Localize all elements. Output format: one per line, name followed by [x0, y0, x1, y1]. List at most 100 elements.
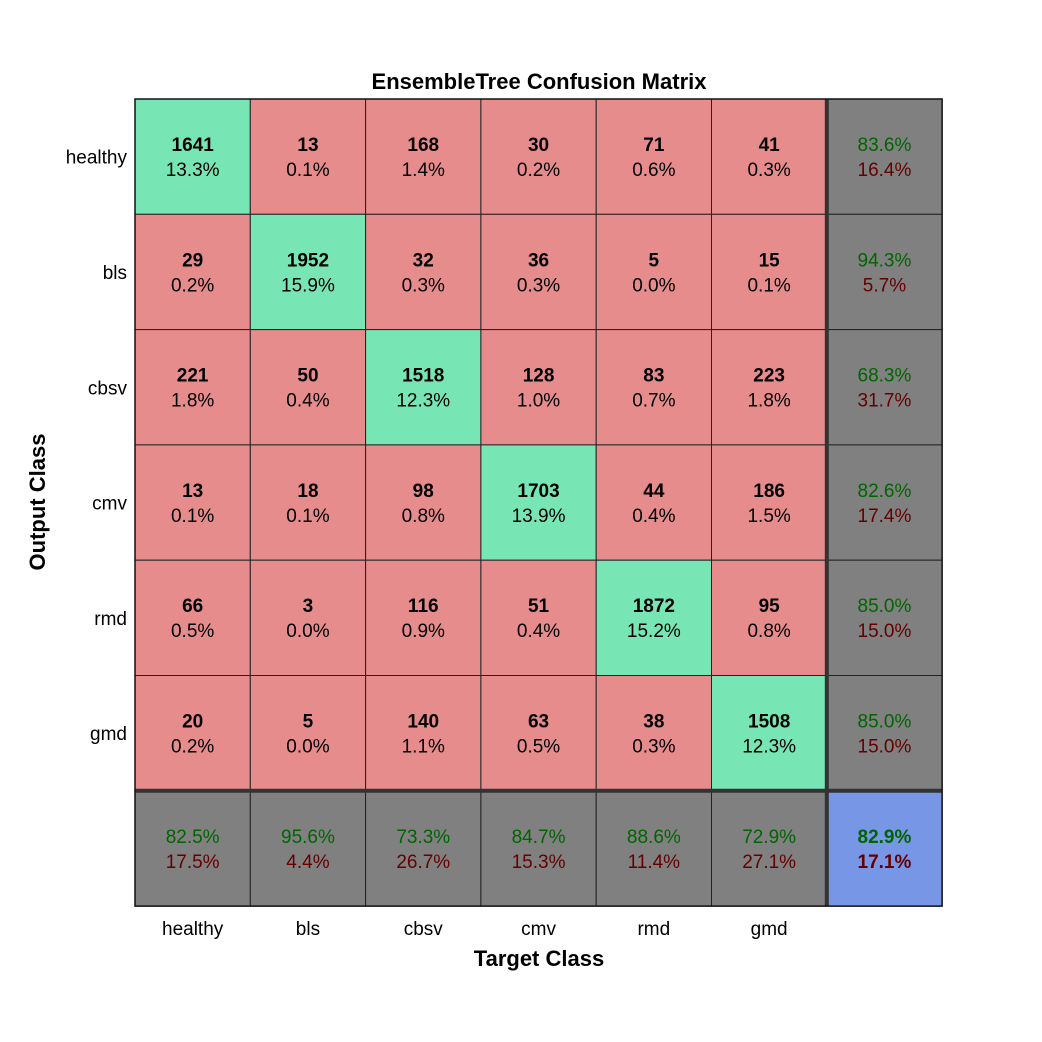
correct-rate: 88.6% [627, 827, 681, 848]
cell-percent: 0.4% [632, 506, 675, 527]
cell-count: 63 [528, 712, 549, 733]
error-rate: 5.7% [863, 275, 906, 296]
cell-background [595, 675, 713, 792]
diagonal-cell: 1952 15.9% [249, 213, 367, 331]
offdiagonal-cell: 13 0.1% [249, 98, 367, 215]
diagonal-cell: 1703 13.9% [480, 444, 597, 561]
cell-percent: 0.3% [632, 737, 675, 758]
offdiagonal-cell: 95 0.8% [711, 559, 828, 677]
error-rate: 26.7% [396, 852, 450, 873]
correct-rate: 85.0% [858, 712, 912, 733]
cell-count: 50 [297, 366, 318, 387]
row-summary-cell: 83.6% 16.4% [826, 98, 943, 215]
cell-background [711, 213, 828, 331]
x-tick-label: gmd [751, 919, 788, 940]
cell-count: 223 [753, 366, 785, 387]
cell-count: 5 [303, 712, 314, 733]
error-rate: 4.4% [286, 852, 329, 873]
cell-percent: 0.0% [286, 737, 329, 758]
cell-background [249, 213, 367, 331]
correct-rate: 82.9% [858, 827, 912, 848]
cell-background [365, 213, 482, 331]
offdiagonal-cell: 5 0.0% [595, 213, 713, 331]
correct-rate: 94.3% [858, 250, 912, 271]
cell-percent: 1.5% [747, 506, 790, 527]
cell-percent: 0.1% [171, 506, 214, 527]
cell-percent: 0.8% [747, 621, 790, 642]
cell-percent: 0.0% [632, 275, 675, 296]
x-tick-label: cbsv [404, 919, 444, 940]
cell-count: 41 [759, 135, 781, 156]
column-summary-cell: 82.5% 17.5% [134, 790, 251, 907]
x-tick-label: healthy [162, 919, 224, 940]
correct-rate: 84.7% [512, 827, 566, 848]
x-tick-label: bls [296, 919, 320, 940]
offdiagonal-cell: 50 0.4% [249, 329, 367, 446]
cell-count: 44 [643, 481, 665, 502]
cell-count: 38 [643, 712, 664, 733]
cell-background [249, 790, 367, 907]
cell-background [480, 444, 597, 561]
cell-percent: 0.9% [402, 621, 445, 642]
offdiagonal-cell: 29 0.2% [134, 213, 251, 331]
column-summary-cell: 95.6% 4.4% [249, 790, 367, 907]
cell-percent: 0.8% [402, 506, 445, 527]
offdiagonal-cell: 51 0.4% [480, 559, 597, 677]
cell-percent: 0.7% [632, 391, 675, 412]
cell-background [595, 444, 713, 561]
cell-percent: 0.4% [517, 621, 560, 642]
cell-percent: 1.1% [402, 737, 445, 758]
cell-count: 98 [413, 481, 434, 502]
cell-percent: 1.8% [747, 391, 790, 412]
cell-percent: 0.1% [286, 506, 329, 527]
offdiagonal-cell: 83 0.7% [595, 329, 713, 446]
cell-percent: 0.5% [171, 621, 214, 642]
cell-percent: 0.2% [517, 160, 560, 181]
cell-background [480, 675, 597, 792]
cell-count: 13 [182, 481, 203, 502]
cell-background [826, 559, 943, 677]
cell-background [134, 790, 251, 907]
row-summary-cell: 94.3% 5.7% [826, 213, 943, 331]
diagonal-cell: 1872 15.2% [595, 559, 713, 677]
error-rate: 11.4% [628, 852, 681, 873]
cell-background [249, 444, 367, 561]
cell-background [249, 675, 367, 792]
row-summary-cell: 85.0% 15.0% [826, 559, 943, 677]
cell-background [711, 329, 828, 446]
error-rate: 15.0% [858, 621, 912, 642]
cell-percent: 0.1% [286, 160, 329, 181]
column-summary-cell: 84.7% 15.3% [480, 790, 597, 907]
cell-percent: 0.2% [171, 275, 214, 296]
row-summary-cell: 68.3% 31.7% [826, 329, 943, 446]
offdiagonal-cell: 98 0.8% [365, 444, 482, 561]
cell-count: 95 [759, 596, 781, 617]
cell-percent: 12.3% [742, 737, 796, 758]
x-axis-label: Target Class [474, 946, 604, 971]
offdiagonal-cell: 63 0.5% [480, 675, 597, 792]
cell-background [134, 329, 251, 446]
error-rate: 15.3% [512, 852, 566, 873]
offdiagonal-cell: 41 0.3% [711, 98, 828, 215]
correct-rate: 82.6% [858, 481, 912, 502]
row-summary-cell: 82.6% 17.4% [826, 444, 943, 561]
cell-background [365, 329, 482, 446]
offdiagonal-cell: 20 0.2% [134, 675, 251, 792]
cell-background [480, 98, 597, 215]
cell-background [365, 444, 482, 561]
cell-background [595, 213, 713, 331]
cell-percent: 0.2% [171, 737, 214, 758]
cell-percent: 1.0% [517, 391, 560, 412]
error-rate: 31.7% [858, 391, 912, 412]
error-rate: 15.0% [858, 737, 912, 758]
offdiagonal-cell: 66 0.5% [134, 559, 251, 677]
y-tick-label: cmv [92, 494, 127, 515]
offdiagonal-cell: 5 0.0% [249, 675, 367, 792]
cell-count: 15 [759, 250, 781, 271]
column-summary-cell: 88.6% 11.4% [595, 790, 713, 907]
cell-background [826, 675, 943, 792]
correct-rate: 72.9% [742, 827, 796, 848]
offdiagonal-cell: 140 1.1% [365, 675, 482, 792]
cell-count: 140 [407, 712, 439, 733]
offdiagonal-cell: 36 0.3% [480, 213, 597, 331]
